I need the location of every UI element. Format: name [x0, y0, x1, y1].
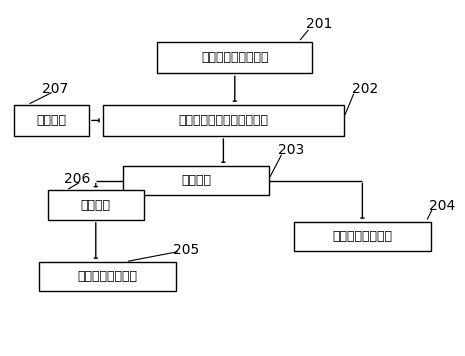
Text: 第二帧率设置模块: 第二帧率设置模块	[332, 230, 392, 243]
Bar	[294, 221, 431, 251]
Text: 相邻图像像素差异获取模块: 相邻图像像素差异获取模块	[179, 114, 268, 127]
Text: 201: 201	[306, 17, 332, 31]
Bar	[48, 190, 144, 220]
Text: 判断模块: 判断模块	[81, 199, 111, 211]
Bar	[103, 105, 344, 136]
Text: 204: 204	[429, 199, 455, 213]
Text: 第一帧率设置模块: 第一帧率设置模块	[77, 270, 137, 283]
Text: 205: 205	[173, 242, 199, 257]
Text: 206: 206	[64, 172, 91, 186]
Bar	[157, 42, 312, 73]
Text: 比较模块: 比较模块	[181, 174, 211, 187]
Bar	[14, 105, 89, 136]
Text: 202: 202	[352, 82, 378, 96]
Bar	[39, 262, 176, 291]
Bar	[123, 166, 269, 195]
Text: 207: 207	[42, 82, 68, 96]
Text: 存储模块: 存储模块	[36, 114, 66, 127]
Text: 图像及时间获取模块: 图像及时间获取模块	[201, 51, 268, 64]
Text: 203: 203	[278, 143, 304, 157]
